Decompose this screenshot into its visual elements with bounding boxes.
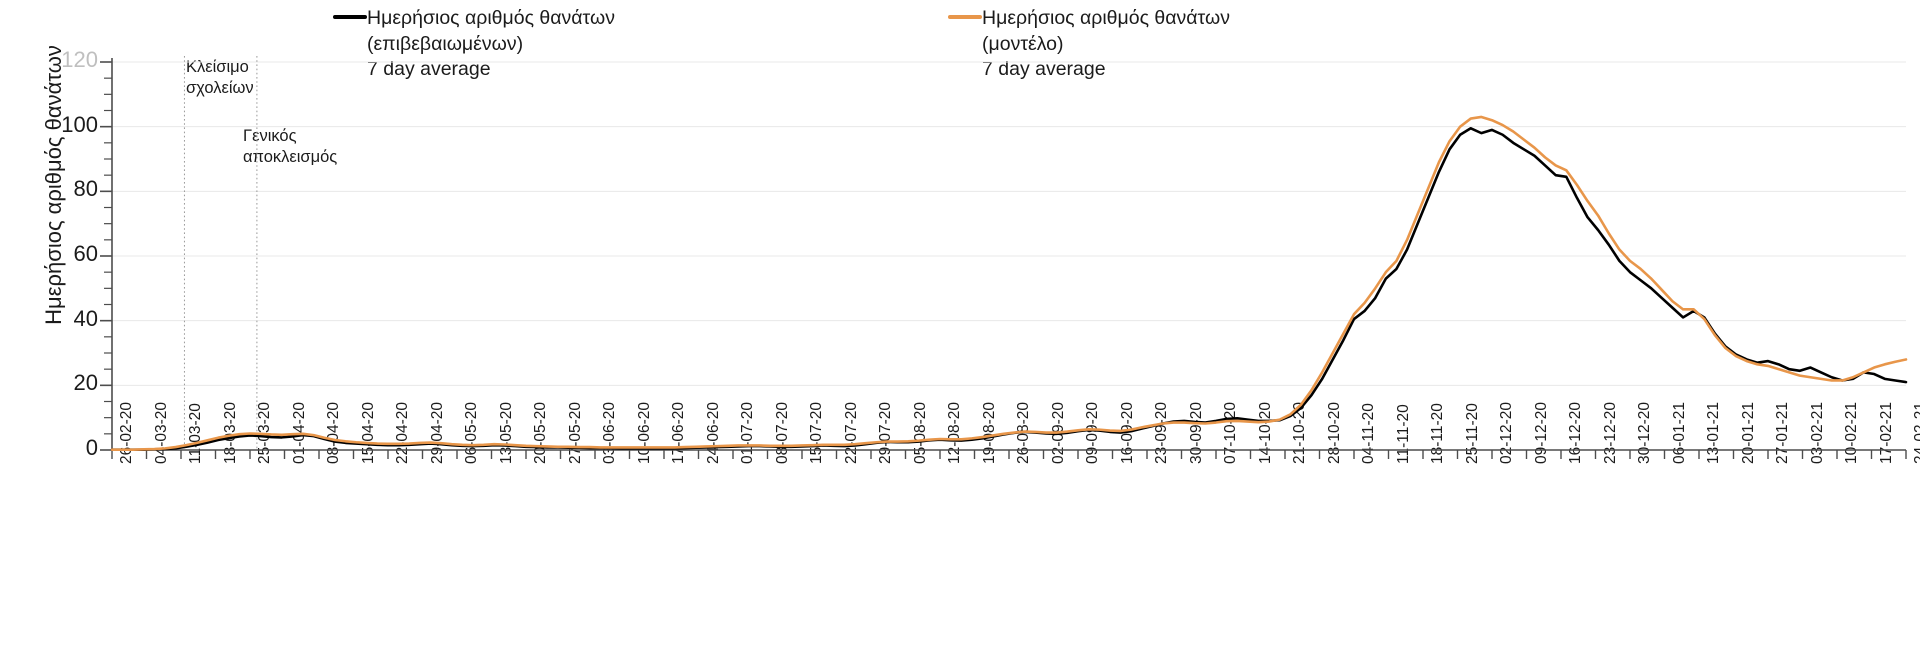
series-line-confirmed [110, 126, 1908, 451]
legend-line-swatch-model [948, 6, 982, 28]
legend-label-model: Ημερήσιος αριθμός θανάτων (μοντέλο) 7 da… [982, 7, 1230, 80]
y-tick-100: 100 [61, 111, 98, 137]
y-tick-120: 120 [61, 47, 98, 72]
annotation-general-lockdown: Γενικός αποκλεισμός [243, 127, 338, 166]
y-tick-20: 20 [73, 370, 98, 396]
y-tick-0: 0 [85, 435, 98, 460]
legend-line-swatch-confirmed [333, 6, 367, 28]
y-tick-60: 60 [73, 241, 98, 266]
legend-label-confirmed: Ημερήσιος αριθμός θανάτων (επιβεβαιωμένω… [367, 7, 615, 80]
chart-legend: Ημερήσιος αριθμός θανάτων (επιβεβαιωμένω… [0, 0, 1920, 86]
legend-item-deaths-confirmed[interactable]: Ημερήσιος αριθμός θανάτων (επιβεβαιωμένω… [333, 6, 615, 83]
series-line-model [110, 115, 1908, 451]
y-tick-80: 80 [73, 176, 98, 202]
legend-item-deaths-model[interactable]: Ημερήσιος αριθμός θανάτων (μοντέλο) 7 da… [948, 6, 1230, 83]
y-tick-40: 40 [73, 305, 98, 331]
